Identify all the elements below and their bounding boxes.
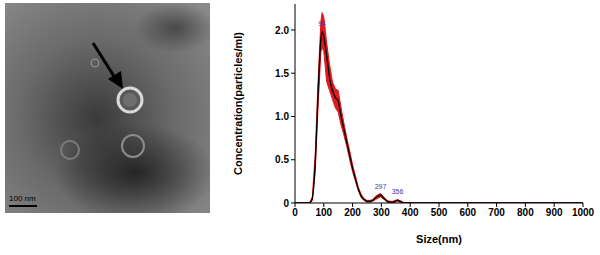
svg-text:Concentration(particles/ml): Concentration(particles/ml) [232,32,244,175]
svg-text:100 nm: 100 nm [9,194,36,203]
svg-text:300: 300 [373,207,390,218]
svg-text:0: 0 [292,207,298,218]
svg-text:1000: 1000 [572,207,595,218]
svg-text:200: 200 [344,207,361,218]
svg-text:100: 100 [315,207,332,218]
svg-text:500: 500 [431,207,448,218]
svg-text:600: 600 [459,207,476,218]
svg-text:900: 900 [546,207,563,218]
svg-text:400: 400 [402,207,419,218]
svg-text:356: 356 [392,188,404,195]
svg-text:94: 94 [318,20,326,27]
svg-text:297: 297 [375,183,387,190]
svg-text:0.5: 0.5 [275,154,289,165]
svg-text:Size(nm): Size(nm) [416,233,462,245]
svg-text:0: 0 [283,198,289,209]
svg-text:800: 800 [517,207,534,218]
svg-text:1.5: 1.5 [275,68,289,79]
svg-text:1.0: 1.0 [275,111,289,122]
svg-text:2.0: 2.0 [275,25,289,36]
svg-text:700: 700 [488,207,505,218]
